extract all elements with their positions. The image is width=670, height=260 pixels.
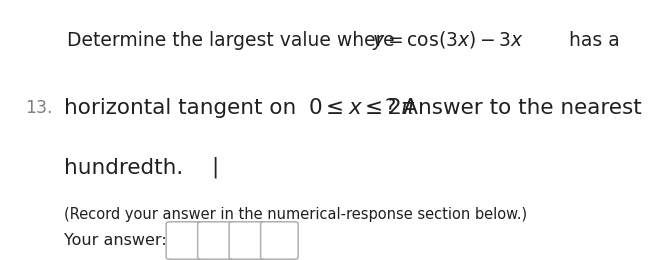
Text: hundredth.: hundredth. [64, 158, 183, 178]
FancyBboxPatch shape [166, 222, 204, 259]
FancyBboxPatch shape [229, 222, 267, 259]
Text: $y = \cos(3x) - 3x$: $y = \cos(3x) - 3x$ [372, 29, 524, 52]
Text: |: | [212, 157, 219, 178]
Text: Determine the largest value where: Determine the largest value where [67, 31, 401, 50]
Text: ? Answer to the nearest: ? Answer to the nearest [385, 98, 642, 118]
FancyBboxPatch shape [261, 222, 298, 259]
Text: (Record your answer in the numerical-response section below.): (Record your answer in the numerical-res… [64, 207, 527, 222]
Text: has a: has a [563, 31, 620, 50]
Text: Your answer:: Your answer: [64, 233, 166, 248]
Text: $0 \leq x \leq 2\pi$: $0 \leq x \leq 2\pi$ [308, 98, 416, 118]
Text: 13.: 13. [25, 99, 53, 117]
Text: horizontal tangent on: horizontal tangent on [64, 98, 303, 118]
FancyBboxPatch shape [198, 222, 235, 259]
